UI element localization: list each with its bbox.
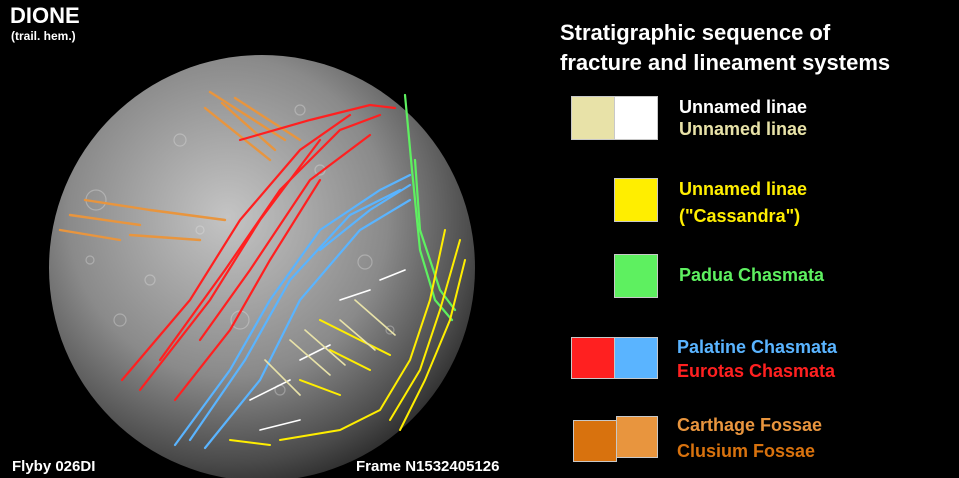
legend-label: Palatine Chasmata	[677, 337, 838, 357]
legend-swatch	[573, 420, 617, 462]
legend-label: Padua Chasmata	[679, 265, 825, 285]
lineament-blue	[173, 173, 412, 450]
legend-swatch	[571, 96, 615, 140]
lineament-yellow	[229, 229, 466, 446]
legend-label: Clusium Fossae	[677, 441, 816, 461]
legend-label: Carthage Fossae	[677, 415, 823, 435]
lineament-cream	[264, 299, 396, 396]
legend-swatch	[614, 178, 658, 222]
legend-heading: Stratigraphic sequence of fracture and l…	[560, 18, 890, 78]
moon-disk	[49, 55, 475, 478]
image-title: DIONE	[10, 3, 80, 28]
legend-heading-line1: Stratigraphic sequence of	[560, 20, 831, 45]
legend-swatch	[616, 416, 658, 458]
legend-label: Eurotas Chasmata	[677, 361, 836, 381]
lineament-red	[120, 103, 397, 402]
lineament-orange	[58, 90, 302, 242]
legend-label: ("Cassandra")	[679, 206, 801, 226]
legend-swatch	[571, 337, 615, 379]
legend-label: Unnamed linae	[679, 119, 808, 139]
frame-label: Frame N1532405126	[356, 458, 500, 475]
legend-label: Unnamed linae	[679, 97, 808, 117]
legend-label: Unnamed linae	[679, 179, 808, 199]
legend-swatch	[614, 96, 658, 140]
legend-swatch	[614, 254, 658, 298]
image-subtitle: (trail. hem.)	[11, 29, 76, 43]
flyby-label: Flyby 026DI	[12, 458, 96, 475]
legend-swatch	[614, 337, 658, 379]
legend-heading-line2: fracture and lineament systems	[560, 50, 891, 75]
